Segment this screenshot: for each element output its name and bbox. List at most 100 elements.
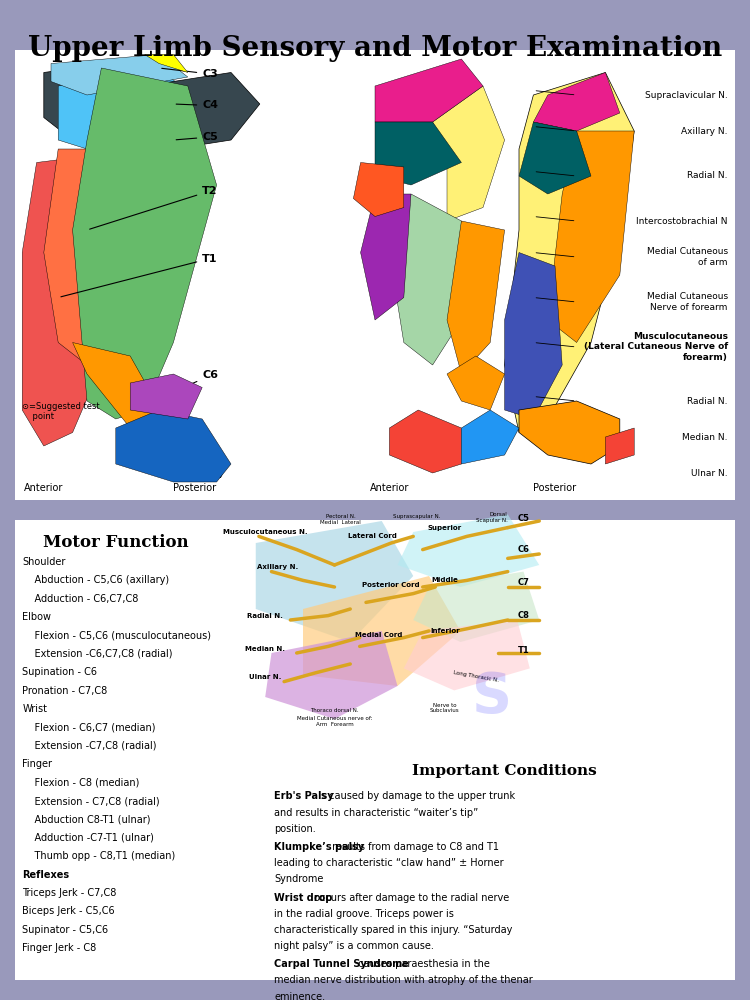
Text: T1: T1 [518, 646, 530, 655]
Text: C8: C8 [169, 438, 211, 463]
Text: Abduction - C5,C6 (axillary): Abduction - C5,C6 (axillary) [22, 575, 170, 585]
Text: S: S [472, 670, 512, 724]
Text: night palsy” is a common cause.: night palsy” is a common cause. [274, 941, 434, 951]
Text: Extension -C6,C7,C8 (radial): Extension -C6,C7,C8 (radial) [22, 649, 172, 659]
Text: Lateral Cord: Lateral Cord [348, 533, 397, 539]
Text: Radial N.: Radial N. [687, 396, 728, 406]
Text: Axillary N.: Axillary N. [681, 126, 728, 135]
Polygon shape [303, 576, 460, 686]
Polygon shape [433, 86, 505, 221]
Text: Posterior: Posterior [173, 483, 217, 493]
Text: Anterior: Anterior [370, 483, 409, 493]
Text: characteristically spared in this injury. “Saturday: characteristically spared in this injury… [274, 925, 512, 935]
Text: Finger: Finger [22, 759, 53, 769]
Text: Medial Cutaneous
of arm: Medial Cutaneous of arm [646, 247, 728, 267]
Text: Thumb opp - C8,T1 (median): Thumb opp - C8,T1 (median) [22, 851, 176, 861]
Polygon shape [533, 73, 620, 131]
Text: Klumpke’s palsy: Klumpke’s palsy [274, 842, 364, 852]
Text: Flexion - C8 (median): Flexion - C8 (median) [22, 778, 140, 788]
Polygon shape [116, 410, 231, 482]
Text: C3: C3 [162, 68, 218, 79]
Text: leading to characteristic “claw hand” ± Horner: leading to characteristic “claw hand” ± … [274, 858, 504, 868]
Text: Musculocutaneous N.: Musculocutaneous N. [223, 529, 308, 535]
Polygon shape [389, 194, 461, 365]
Text: Medial Cutaneous nerve of:
Arm  Forearm: Medial Cutaneous nerve of: Arm Forearm [297, 716, 372, 727]
Text: Adduction - C6,C7,C8: Adduction - C6,C7,C8 [22, 594, 139, 604]
Text: Triceps Jerk - C7,C8: Triceps Jerk - C7,C8 [22, 888, 116, 898]
Text: Erb's Palsy: Erb's Palsy [274, 791, 334, 801]
FancyBboxPatch shape [1, 41, 749, 509]
Polygon shape [73, 342, 173, 446]
Text: C8: C8 [518, 611, 530, 620]
Polygon shape [44, 59, 195, 149]
Polygon shape [130, 374, 203, 419]
Text: Axillary N.: Axillary N. [257, 564, 298, 570]
Polygon shape [519, 122, 591, 194]
Polygon shape [461, 410, 519, 464]
Text: Middle: Middle [431, 577, 458, 583]
Text: C5: C5 [518, 514, 530, 523]
Polygon shape [22, 158, 101, 446]
Polygon shape [389, 410, 461, 473]
Text: Abduction C8-T1 (ulnar): Abduction C8-T1 (ulnar) [22, 814, 151, 824]
Text: results from damage to C8 and T1: results from damage to C8 and T1 [329, 842, 500, 852]
Polygon shape [361, 194, 411, 320]
Polygon shape [398, 514, 539, 587]
Polygon shape [44, 149, 130, 365]
Polygon shape [266, 631, 398, 719]
Text: Pronation - C7,C8: Pronation - C7,C8 [22, 686, 107, 696]
Text: causes paraesthesia in the: causes paraesthesia in the [355, 959, 490, 969]
Text: Extension -C7,C8 (radial): Extension -C7,C8 (radial) [22, 741, 157, 751]
Polygon shape [519, 401, 620, 464]
Text: C7: C7 [183, 470, 225, 480]
Text: Flexion - C5,C6 (musculocutaneous): Flexion - C5,C6 (musculocutaneous) [22, 630, 212, 640]
Text: Wrist: Wrist [22, 704, 47, 714]
Text: Carpal Tunnel Syndrome: Carpal Tunnel Syndrome [274, 959, 409, 969]
Text: Musculocutaneous
(Lateral Cutaneous Nerve of
forearm): Musculocutaneous (Lateral Cutaneous Nerv… [584, 332, 728, 362]
Text: Anterior: Anterior [24, 483, 64, 493]
Polygon shape [51, 54, 188, 95]
Polygon shape [375, 59, 483, 122]
Text: Biceps Jerk - C5,C6: Biceps Jerk - C5,C6 [22, 906, 115, 916]
Text: Pectoral N.
Medial  Lateral: Pectoral N. Medial Lateral [320, 514, 362, 525]
Polygon shape [413, 572, 539, 642]
Text: Extension - C7,C8 (radial): Extension - C7,C8 (radial) [22, 796, 160, 806]
Text: Radial N.: Radial N. [687, 172, 728, 180]
Text: C4: C4 [176, 101, 218, 110]
Polygon shape [404, 620, 530, 690]
Text: Radial N.: Radial N. [248, 613, 284, 619]
Text: T1: T1 [61, 253, 217, 297]
Text: Supination - C6: Supination - C6 [22, 667, 98, 677]
Polygon shape [145, 54, 188, 73]
Text: Adduction -C7-T1 (ulnar): Adduction -C7-T1 (ulnar) [22, 833, 154, 843]
Text: occurs after damage to the radial nerve: occurs after damage to the radial nerve [311, 893, 509, 903]
Text: T2: T2 [90, 186, 218, 229]
Polygon shape [256, 521, 413, 642]
Text: Median N.: Median N. [245, 646, 285, 652]
Text: Suprascapular N.: Suprascapular N. [393, 514, 440, 519]
Text: Shoulder: Shoulder [22, 557, 65, 567]
Text: C5: C5 [176, 132, 218, 142]
Text: Posterior Cord: Posterior Cord [362, 582, 420, 588]
Text: Syndrome: Syndrome [274, 874, 323, 884]
Polygon shape [375, 122, 461, 185]
Text: median nerve distribution with atrophy of the thenar: median nerve distribution with atrophy o… [274, 975, 533, 985]
Polygon shape [73, 68, 217, 419]
Text: Ulnar N.: Ulnar N. [692, 468, 728, 478]
Text: Median N.: Median N. [682, 432, 728, 442]
Polygon shape [353, 162, 404, 217]
Text: Reflexes: Reflexes [22, 870, 69, 880]
Text: Important Conditions: Important Conditions [413, 764, 597, 778]
Text: Wrist drop: Wrist drop [274, 893, 332, 903]
Text: Supinator - C5,C6: Supinator - C5,C6 [22, 925, 108, 935]
Text: Upper Limb Sensory and Motor Examination: Upper Limb Sensory and Motor Examination [28, 35, 722, 62]
Text: Finger Jerk - C8: Finger Jerk - C8 [22, 943, 97, 953]
Text: Intercostobrachial N: Intercostobrachial N [636, 217, 728, 226]
Text: position.: position. [274, 824, 316, 834]
Text: Motor Function: Motor Function [43, 534, 188, 551]
Text: Medial Cutaneous
Nerve of forearm: Medial Cutaneous Nerve of forearm [646, 292, 728, 312]
Text: Elbow: Elbow [22, 612, 51, 622]
Text: Thoraco dorsal N.: Thoraco dorsal N. [310, 708, 358, 713]
Text: Long Thoracic N.: Long Thoracic N. [453, 670, 500, 683]
Polygon shape [447, 356, 505, 410]
